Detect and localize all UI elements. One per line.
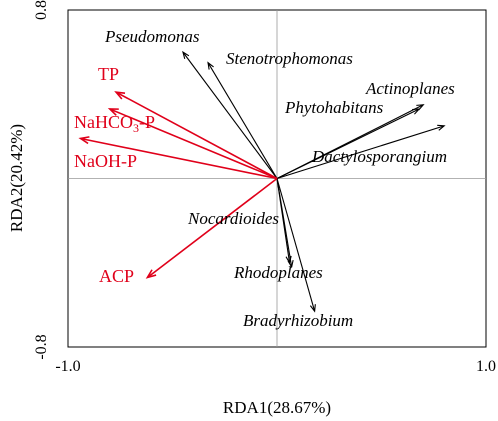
env-vector-line [146, 177, 278, 279]
env-vector-arrowhead [78, 136, 90, 145]
x-tick-label: -1.0 [55, 358, 80, 375]
species-vector-line [207, 62, 278, 179]
species-label: Rhodoplanes [233, 263, 323, 282]
env-vector-arrowhead [145, 269, 157, 279]
species-label: Actinoplanes [365, 79, 455, 98]
y-axis-label: RDA2(20.42%) [7, 124, 26, 232]
species-vector-line [182, 51, 278, 179]
env-label: NaOH-P [74, 151, 137, 171]
species-vector-arrowhead [182, 50, 190, 60]
env-vector-line [80, 137, 278, 180]
species-vector-line [276, 178, 293, 268]
species-vector-arrowhead [416, 104, 425, 111]
y-tick-label: -0.8 [33, 334, 50, 359]
x-tick-label: 1.0 [476, 358, 496, 375]
species-vector-arrowhead [309, 304, 316, 313]
env-vector-arrowhead [114, 91, 126, 100]
species-label: Nocardioides [187, 209, 279, 228]
species-label: Phytohabitans [284, 98, 384, 117]
species-label: Dactylosporangium [311, 147, 447, 166]
env-vector-line [109, 108, 278, 180]
env-vector-line [115, 91, 278, 180]
species-vector-arrowhead [287, 260, 294, 269]
env-vector-arrowhead [107, 108, 119, 116]
species-vector-arrowhead [207, 61, 214, 70]
species-vector-line [276, 108, 420, 179]
env-label: TP [98, 64, 119, 84]
x-axis-label: RDA1(28.67%) [223, 398, 331, 417]
species-vector-arrowhead [412, 108, 421, 115]
y-tick-label: 0.8 [33, 0, 50, 20]
env-label: NaHCO3-P [74, 112, 155, 135]
species-label: Pseudomonas [104, 27, 200, 46]
species-vector-line [276, 178, 316, 312]
species-label: Bradyrhizobium [243, 311, 353, 330]
species-label: Stenotrophomonas [226, 49, 353, 68]
species-vector-arrowhead [437, 124, 446, 131]
species-vector-line [276, 125, 445, 180]
env-label: ACP [99, 266, 134, 286]
